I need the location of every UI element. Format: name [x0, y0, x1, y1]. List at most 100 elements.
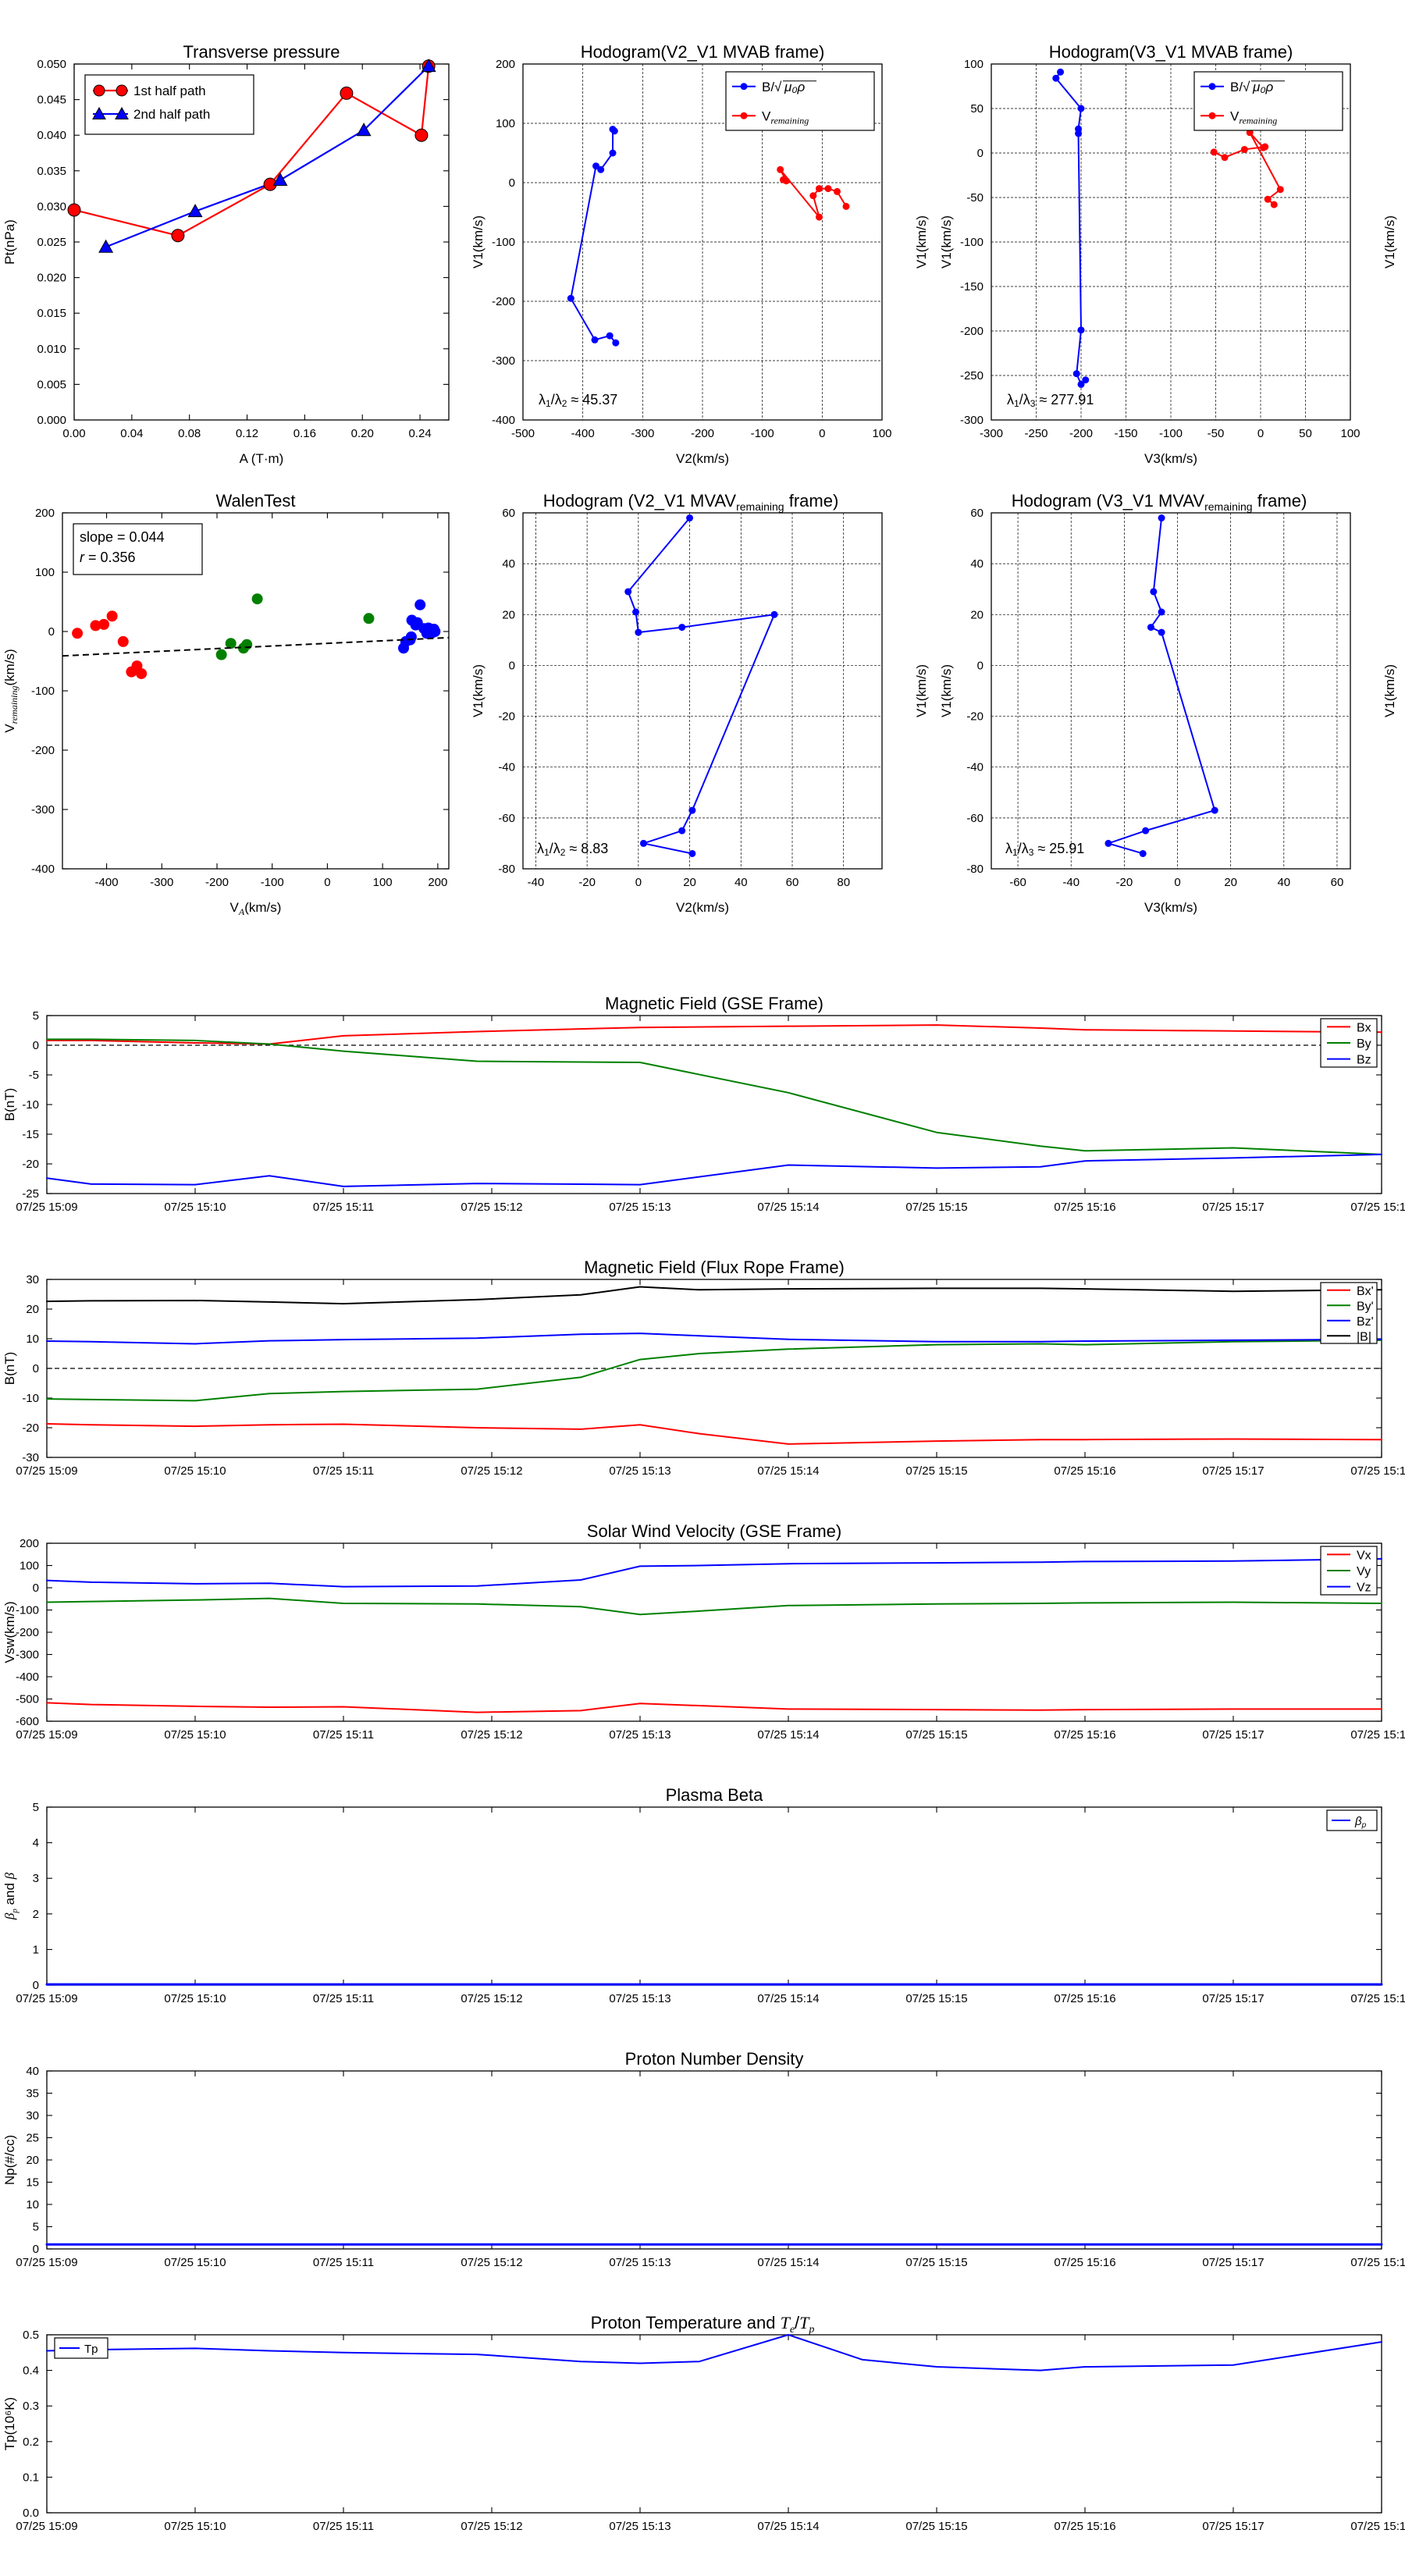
svg-text:0: 0: [1174, 876, 1180, 889]
svg-text:0.00: 0.00: [62, 427, 85, 440]
svg-text:-5: -5: [29, 1069, 39, 1082]
svg-text:V1(km/s): V1(km/s): [939, 215, 954, 269]
svg-text:Plasma Beta: Plasma Beta: [666, 1785, 763, 1805]
svg-text:V1(km/s): V1(km/s): [914, 664, 929, 717]
svg-text:0: 0: [33, 2243, 39, 2256]
svg-text:0: 0: [977, 659, 984, 672]
svg-text:-500: -500: [511, 427, 535, 440]
svg-text:07/25 15:17: 07/25 15:17: [1202, 2520, 1264, 2533]
svg-text:-300: -300: [16, 1649, 39, 1662]
svg-text:-200: -200: [16, 1626, 39, 1639]
svg-text:-400: -400: [492, 414, 515, 427]
svg-text:Bz': Bz': [1357, 1315, 1374, 1329]
svg-text:15: 15: [26, 2176, 39, 2190]
svg-text:5: 5: [33, 1801, 39, 1814]
svg-text:07/25 15:16: 07/25 15:16: [1054, 1728, 1115, 1742]
svg-text:40: 40: [970, 557, 984, 571]
svg-text:4: 4: [33, 1837, 39, 1850]
svg-text:60: 60: [1331, 876, 1344, 889]
svg-text:-300: -300: [960, 414, 984, 427]
svg-text:By: By: [1357, 1037, 1371, 1051]
svg-text:-60: -60: [498, 812, 515, 825]
svg-text:Magnetic Field (Flux Rope Fram: Magnetic Field (Flux Rope Frame): [584, 1258, 845, 1277]
svg-text:-40: -40: [1062, 876, 1080, 889]
svg-text:B/: B/: [762, 80, 774, 94]
svg-text:-15: -15: [22, 1128, 39, 1141]
svg-text:βp and β: βp and β: [2, 1872, 20, 1920]
svg-text:-80: -80: [966, 863, 984, 876]
svg-text:20: 20: [26, 1303, 39, 1316]
svg-text:07/25 15:14: 07/25 15:14: [757, 1992, 819, 2005]
svg-text:Tp: Tp: [84, 2343, 98, 2356]
svg-text:-200: -200: [31, 744, 55, 757]
svg-text:V1(km/s): V1(km/s): [471, 215, 486, 269]
svg-text:07/25 15:09: 07/25 15:09: [16, 1464, 77, 1478]
svg-text:r = 0.356: r = 0.356: [80, 550, 136, 565]
svg-text:0.1: 0.1: [23, 2471, 39, 2484]
svg-text:0.2: 0.2: [23, 2435, 39, 2449]
svg-text:100: 100: [35, 566, 55, 579]
svg-text:-250: -250: [960, 369, 984, 382]
svg-text:λ1/λ2 ≈ 45.37: λ1/λ2 ≈ 45.37: [539, 392, 617, 409]
svg-text:50: 50: [970, 102, 984, 116]
svg-text:20: 20: [970, 608, 984, 621]
svg-text:200: 200: [35, 507, 55, 520]
svg-text:V1(km/s): V1(km/s): [1382, 215, 1397, 269]
svg-text:0: 0: [819, 427, 825, 440]
svg-text:07/25 15:18: 07/25 15:18: [1350, 1728, 1405, 1742]
svg-text:80: 80: [837, 876, 850, 889]
svg-text:-60: -60: [966, 812, 984, 825]
svg-text:Magnetic Field (GSE Frame): Magnetic Field (GSE Frame): [605, 994, 823, 1013]
svg-text:-600: -600: [16, 1715, 39, 1728]
svg-text:λ1/λ3 ≈ 25.91: λ1/λ3 ≈ 25.91: [1005, 841, 1084, 858]
svg-text:-100: -100: [1159, 427, 1183, 440]
svg-text:07/25 15:17: 07/25 15:17: [1202, 1728, 1264, 1742]
svg-text:0.045: 0.045: [37, 94, 66, 107]
svg-text:λ1/λ2 ≈ 8.83: λ1/λ2 ≈ 8.83: [537, 841, 608, 858]
svg-text:07/25 15:10: 07/25 15:10: [164, 1464, 226, 1478]
svg-text:V1(km/s): V1(km/s): [1382, 664, 1397, 717]
svg-text:-20: -20: [22, 1421, 39, 1435]
svg-text:07/25 15:17: 07/25 15:17: [1202, 1992, 1264, 2005]
svg-text:07/25 15:11: 07/25 15:11: [313, 1464, 374, 1478]
svg-text:07/25 15:14: 07/25 15:14: [757, 1728, 819, 1742]
svg-text:-25: -25: [22, 1187, 39, 1201]
svg-text:Tp(10⁶K): Tp(10⁶K): [2, 2397, 17, 2450]
svg-text:0.24: 0.24: [408, 427, 431, 440]
svg-text:07/25 15:17: 07/25 15:17: [1202, 2256, 1264, 2269]
svg-text:07/25 15:12: 07/25 15:12: [461, 1464, 522, 1478]
svg-text:1st half path: 1st half path: [133, 84, 206, 98]
svg-text:Vy: Vy: [1357, 1565, 1371, 1578]
svg-text:20: 20: [502, 608, 515, 621]
svg-text:07/25 15:12: 07/25 15:12: [461, 1728, 522, 1742]
svg-text:0.3: 0.3: [23, 2400, 39, 2413]
svg-text:07/25 15:11: 07/25 15:11: [313, 1728, 374, 1742]
svg-text:-20: -20: [498, 710, 515, 724]
svg-text:0.015: 0.015: [37, 307, 66, 320]
svg-text:07/25 15:11: 07/25 15:11: [313, 1992, 374, 2005]
svg-text:07/25 15:13: 07/25 15:13: [609, 1992, 670, 2005]
svg-text:07/25 15:09: 07/25 15:09: [16, 2520, 77, 2533]
svg-text:0.050: 0.050: [37, 58, 66, 71]
svg-text:60: 60: [502, 507, 515, 520]
svg-text:1: 1: [33, 1943, 39, 1956]
svg-text:07/25 15:11: 07/25 15:11: [313, 1201, 374, 1214]
svg-text:07/25 15:15: 07/25 15:15: [905, 2256, 967, 2269]
svg-text:-20: -20: [578, 876, 596, 889]
svg-text:07/25 15:14: 07/25 15:14: [757, 1464, 819, 1478]
svg-text:07/25 15:13: 07/25 15:13: [609, 2520, 670, 2533]
svg-text:-50: -50: [1208, 427, 1225, 440]
svg-text:-100: -100: [960, 236, 984, 249]
svg-text:07/25 15:10: 07/25 15:10: [164, 1992, 226, 2005]
svg-text:20: 20: [683, 876, 696, 889]
svg-text:100: 100: [964, 58, 984, 71]
svg-text:0: 0: [33, 1362, 39, 1375]
svg-text:07/25 15:18: 07/25 15:18: [1350, 2520, 1405, 2533]
svg-text:√: √: [1243, 80, 1250, 94]
svg-text:-100: -100: [16, 1604, 39, 1617]
svg-text:Bx: Bx: [1357, 1021, 1371, 1034]
svg-text:100: 100: [20, 1560, 39, 1573]
svg-text:0: 0: [635, 876, 642, 889]
svg-text:B(nT): B(nT): [2, 1352, 17, 1386]
svg-text:07/25 15:12: 07/25 15:12: [461, 2256, 522, 2269]
